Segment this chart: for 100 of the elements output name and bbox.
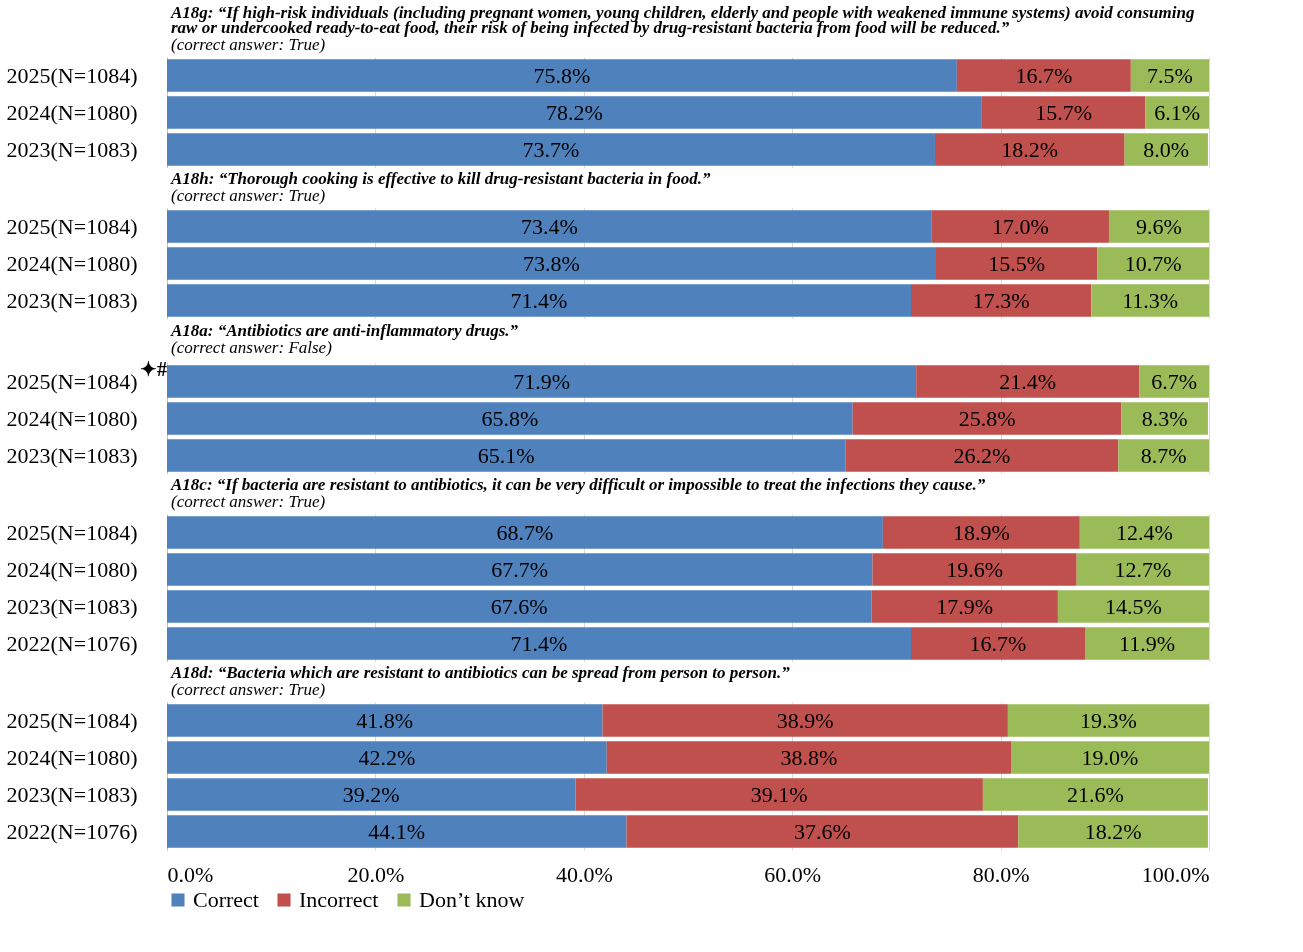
- bar: [871, 590, 1058, 623]
- legend-label: Incorrect: [299, 887, 379, 912]
- chart-title: A18h: “Thorough cooking is effective to kill drug-resistant bacteria in food.”: [170, 169, 711, 188]
- chart-subtitle: (correct answer: True): [171, 35, 326, 54]
- data-label: 11.9%: [1118, 630, 1176, 656]
- chart-title: A18g: “If high-risk individuals (including pregnant women, young children, elderly and people with weakened immune systems) avoid consuming raw or undercooked ready-to-eat food, their risk of being infected by drug-resistant bacteria from food will be reduced.”: [170, 3, 1195, 37]
- y-tick-label: 2025(N=1084): [6, 368, 138, 394]
- y-tick-label: 2022(N=1076): [6, 630, 138, 656]
- y-tick-label: 2024(N=1080): [6, 744, 138, 770]
- y-tick-label: 2023(N=1083): [6, 442, 138, 468]
- data-label: 71.4%: [510, 287, 568, 313]
- y-tick-label: 2022(N=1076): [6, 818, 138, 844]
- data-label: 6.1%: [1154, 99, 1201, 125]
- bar: [852, 402, 1122, 435]
- bar: [167, 402, 853, 435]
- x-tick-label: 100.0%: [1141, 861, 1210, 887]
- y-tick-label: 2025(N=1084): [6, 519, 138, 545]
- data-label: 16.7%: [969, 630, 1027, 656]
- bar: [167, 590, 872, 623]
- y-tick-label: 2023(N=1083): [6, 593, 138, 619]
- bar: [1108, 210, 1209, 243]
- bar: [934, 133, 1125, 166]
- data-label: 68.7%: [496, 519, 554, 545]
- bar: [1121, 402, 1208, 435]
- data-label: 26.2%: [953, 442, 1011, 468]
- y-tick-label: 2024(N=1080): [6, 556, 138, 582]
- y-tick-label: 2023(N=1083): [6, 287, 138, 313]
- data-label: 38.8%: [780, 744, 838, 770]
- data-label: 19.3%: [1080, 707, 1137, 733]
- bar: [167, 210, 932, 243]
- data-label: 38.9%: [776, 707, 834, 733]
- chart-subtitle: (correct answer: False): [171, 337, 333, 357]
- data-label: 67.7%: [491, 556, 549, 582]
- bar: [981, 96, 1146, 129]
- bar: [1057, 590, 1209, 623]
- data-label: 21.6%: [1067, 781, 1124, 807]
- data-label: 19.6%: [946, 556, 1003, 582]
- data-label: 71.9%: [513, 368, 571, 394]
- data-label: 44.1%: [368, 818, 426, 844]
- bar: [936, 247, 1098, 280]
- y-tick-label: 2024(N=1080): [6, 405, 138, 431]
- data-label: 15.7%: [1035, 99, 1093, 125]
- data-label: 17.3%: [972, 287, 1030, 313]
- bar: [1130, 59, 1209, 92]
- bar: [910, 627, 1085, 660]
- data-label: 12.4%: [1115, 519, 1173, 545]
- data-label: 18.2%: [1001, 136, 1059, 162]
- y-tick-label: 2025(N=1084): [6, 707, 138, 733]
- bar: [167, 627, 911, 660]
- legend-label: Correct: [193, 887, 259, 912]
- bar: [167, 365, 917, 398]
- x-tick-label: 60.0%: [764, 861, 822, 887]
- data-label: 16.7%: [1015, 62, 1073, 88]
- bar: [1091, 284, 1209, 317]
- bar: [872, 553, 1077, 586]
- y-tick-label: 2025(N=1084): [6, 62, 138, 88]
- x-tick-label: 80.0%: [972, 861, 1030, 887]
- bar: [1076, 553, 1209, 586]
- bar: [167, 439, 846, 472]
- bar: [910, 284, 1092, 317]
- data-label: 12.7%: [1114, 556, 1172, 582]
- data-label: 15.5%: [988, 250, 1046, 276]
- data-label: 6.7%: [1151, 368, 1198, 394]
- bar: [167, 96, 982, 129]
- data-label: 19.0%: [1081, 744, 1139, 770]
- data-label: 11.3%: [1122, 287, 1179, 313]
- chart-title: A18c: “If bacteria are resistant to antibiotics, it can be very difficult or impossible to treat the infections they cause.”: [170, 475, 986, 494]
- data-label: 9.6%: [1136, 213, 1182, 239]
- data-label: 75.8%: [533, 62, 591, 88]
- x-tick-label: 40.0%: [555, 861, 613, 887]
- data-label: 65.1%: [477, 442, 535, 468]
- data-label: 67.6%: [490, 593, 548, 619]
- bar: [167, 133, 935, 166]
- data-label: 41.8%: [356, 707, 414, 733]
- data-label: 25.8%: [958, 405, 1016, 431]
- chart-title: A18d: “Bacteria which are resistant to antibiotics can be spread from person to person.”: [170, 663, 791, 682]
- data-label: 73.4%: [521, 213, 578, 239]
- data-label: 71.4%: [510, 630, 568, 656]
- text: ✦#: [140, 357, 167, 380]
- y-tick-label: 2023(N=1083): [6, 136, 138, 162]
- x-tick-label: 0.0%: [167, 861, 214, 887]
- bar: [956, 59, 1131, 92]
- bar: [931, 210, 1109, 243]
- bar: [167, 553, 873, 586]
- data-label: 18.2%: [1084, 818, 1142, 844]
- data-label: 73.8%: [523, 250, 580, 276]
- chart-subtitle: (correct answer: True): [171, 680, 326, 699]
- data-label: 21.4%: [999, 368, 1057, 394]
- bar: [1079, 516, 1209, 549]
- bar: [1097, 247, 1209, 280]
- data-label: 37.6%: [794, 818, 851, 844]
- bar: [167, 59, 957, 92]
- x-tick-label: 20.0%: [347, 861, 405, 887]
- y-tick-label: 2025(N=1084): [6, 213, 138, 239]
- data-label: 8.3%: [1141, 405, 1188, 431]
- data-label: 10.7%: [1124, 250, 1182, 276]
- data-label: 39.1%: [750, 781, 808, 807]
- data-label: 73.7%: [522, 136, 580, 162]
- data-label: 8.0%: [1143, 136, 1190, 162]
- bar: [167, 247, 936, 280]
